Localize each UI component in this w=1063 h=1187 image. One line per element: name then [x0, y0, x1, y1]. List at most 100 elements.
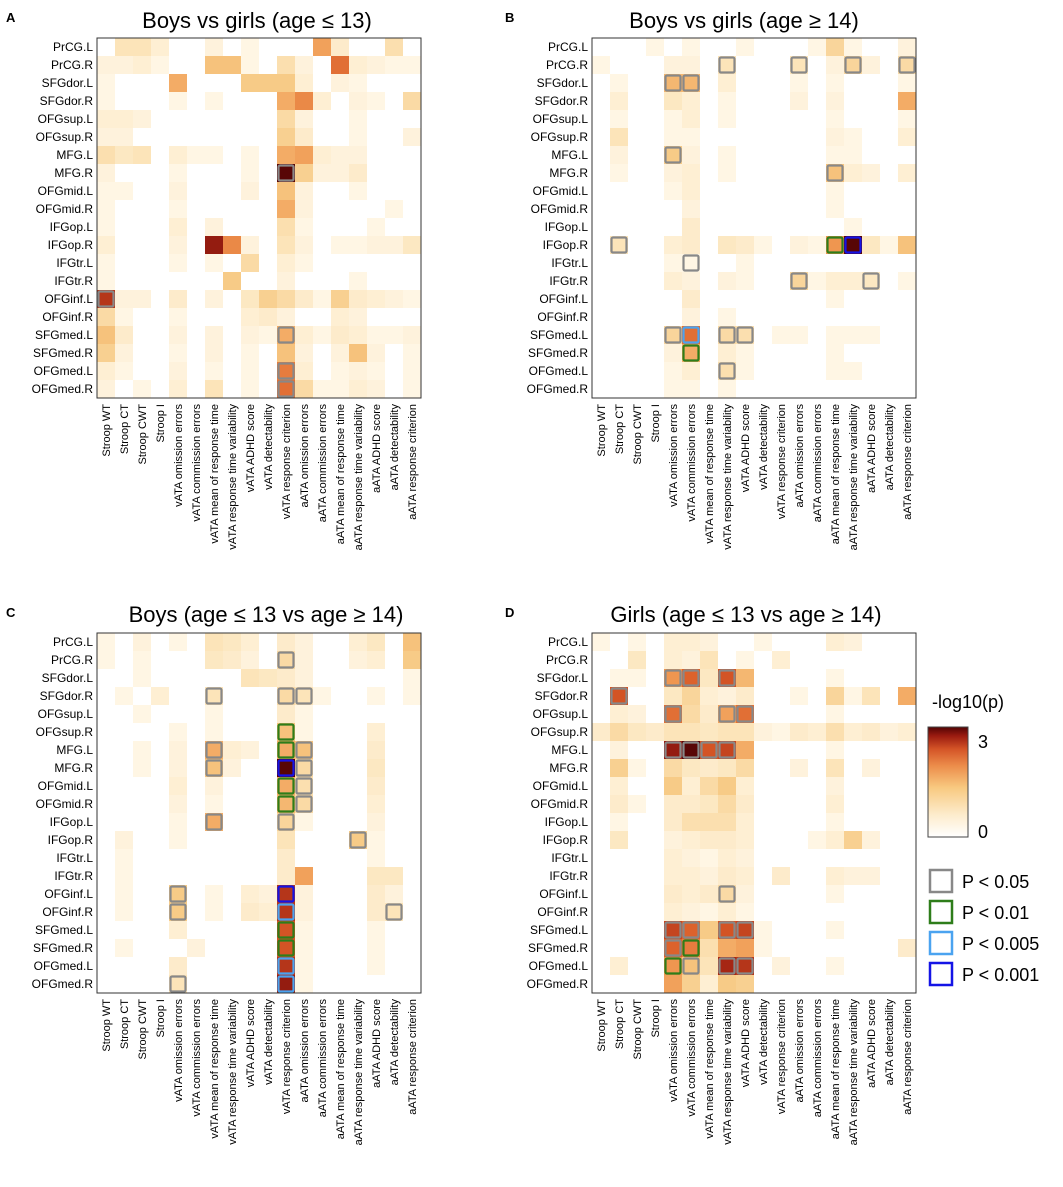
heatmap-cell	[403, 236, 421, 254]
heatmap-cell	[115, 308, 133, 326]
heatmap-cell	[682, 669, 700, 687]
heatmap-cell	[277, 867, 295, 885]
heatmap-cell	[115, 182, 133, 200]
heatmap-cell	[223, 759, 241, 777]
heatmap-cell	[403, 687, 421, 705]
heatmap-cell	[664, 74, 682, 92]
heatmap-cell	[349, 110, 367, 128]
heatmap-cell	[736, 326, 754, 344]
heatmap-cell	[682, 741, 700, 759]
heatmap-cell	[862, 164, 880, 182]
heatmap-cell	[223, 651, 241, 669]
heatmap-cell	[169, 236, 187, 254]
heatmap-cell	[664, 957, 682, 975]
heatmap-cell	[700, 849, 718, 867]
heatmap-cell	[169, 903, 187, 921]
heatmap-cell	[223, 633, 241, 651]
heatmap-cell	[169, 957, 187, 975]
heatmap-cell	[349, 380, 367, 398]
row-label: OFGinf.L	[44, 292, 93, 306]
row-label: IFGop.L	[545, 815, 589, 829]
row-label: OFGmid.R	[36, 202, 94, 216]
heatmap-cell	[169, 831, 187, 849]
heatmap-cell	[349, 290, 367, 308]
column-label: vATA ADHD score	[740, 999, 752, 1087]
significance-outline	[277, 759, 295, 777]
heatmap-cell	[205, 741, 223, 759]
heatmap-cell	[664, 777, 682, 795]
heatmap-cell	[331, 146, 349, 164]
significance-outline	[790, 56, 808, 74]
significance-outline	[682, 669, 700, 687]
row-label: OFGmed.R	[527, 977, 589, 991]
heatmap-cell	[718, 849, 736, 867]
heatmap-cell	[790, 92, 808, 110]
heatmap-cell	[205, 326, 223, 344]
heatmap-cell	[295, 254, 313, 272]
heatmap-cell	[790, 326, 808, 344]
heatmap-cell	[241, 362, 259, 380]
significance-outline	[277, 885, 295, 903]
column-label: vATA response criterion	[281, 999, 293, 1114]
heatmap-cell	[826, 236, 844, 254]
heatmap-cell	[97, 308, 115, 326]
heatmap-cell	[205, 813, 223, 831]
heatmap-cell	[610, 669, 628, 687]
column-label: aATA commission errors	[812, 999, 824, 1118]
heatmap-cell	[610, 687, 628, 705]
row-label: OFGinf.L	[44, 887, 93, 901]
column-label: Stroop CT	[119, 999, 131, 1049]
heatmap-cell	[664, 56, 682, 74]
heatmap-cell	[205, 777, 223, 795]
row-label: SFGdor.R	[40, 689, 94, 703]
heatmap-cell	[862, 723, 880, 741]
legend-swatch	[928, 868, 954, 894]
column-label: aATA omission errors	[794, 404, 806, 508]
column-label: aATA response criterion	[902, 999, 914, 1115]
heatmap-cell	[736, 903, 754, 921]
heatmap-cell	[241, 38, 259, 56]
heatmap-cell	[241, 164, 259, 182]
heatmap-cell	[133, 669, 151, 687]
heatmap-cell	[349, 326, 367, 344]
column-label: aATA commission errors	[812, 404, 824, 523]
row-label: PrCG.R	[51, 653, 93, 667]
heatmap-cell	[664, 146, 682, 164]
column-label: vATA mean of response time	[704, 999, 716, 1139]
significance-outline	[664, 669, 682, 687]
heatmap-cell	[133, 759, 151, 777]
significance-outline	[205, 813, 223, 831]
row-label: MFG.R	[54, 761, 93, 775]
significance-outline	[826, 164, 844, 182]
colorbar-title: -log10(p)	[932, 692, 1004, 712]
significance-outline	[277, 741, 295, 759]
heatmap-cell	[241, 182, 259, 200]
heatmap-cell	[898, 92, 916, 110]
heatmap-cell	[844, 236, 862, 254]
column-label: aATA ADHD score	[371, 404, 383, 493]
column-label: aATA ADHD score	[866, 404, 878, 493]
row-label: OFGsup.L	[38, 112, 94, 126]
heatmap-cell	[826, 795, 844, 813]
heatmap-cell	[736, 885, 754, 903]
heatmap-cell	[403, 380, 421, 398]
heatmap-cell	[898, 110, 916, 128]
heatmap-cell	[205, 146, 223, 164]
heatmap-cell	[790, 759, 808, 777]
column-label: vATA ADHD score	[245, 999, 257, 1087]
row-label: PrCG.L	[548, 40, 588, 54]
heatmap-cell	[97, 272, 115, 290]
legend-swatch	[928, 930, 954, 956]
heatmap-cell	[133, 633, 151, 651]
heatmap-cell	[610, 128, 628, 146]
heatmap-cell	[628, 705, 646, 723]
heatmap-cell	[646, 38, 664, 56]
heatmap-frame	[96, 37, 422, 399]
heatmap-cell	[277, 218, 295, 236]
heatmap-cell	[115, 128, 133, 146]
row-label: IFGtr.L	[56, 256, 93, 270]
significance-outline	[277, 380, 295, 398]
column-label: aATA mean of response time	[335, 999, 347, 1139]
heatmap-cell	[223, 56, 241, 74]
